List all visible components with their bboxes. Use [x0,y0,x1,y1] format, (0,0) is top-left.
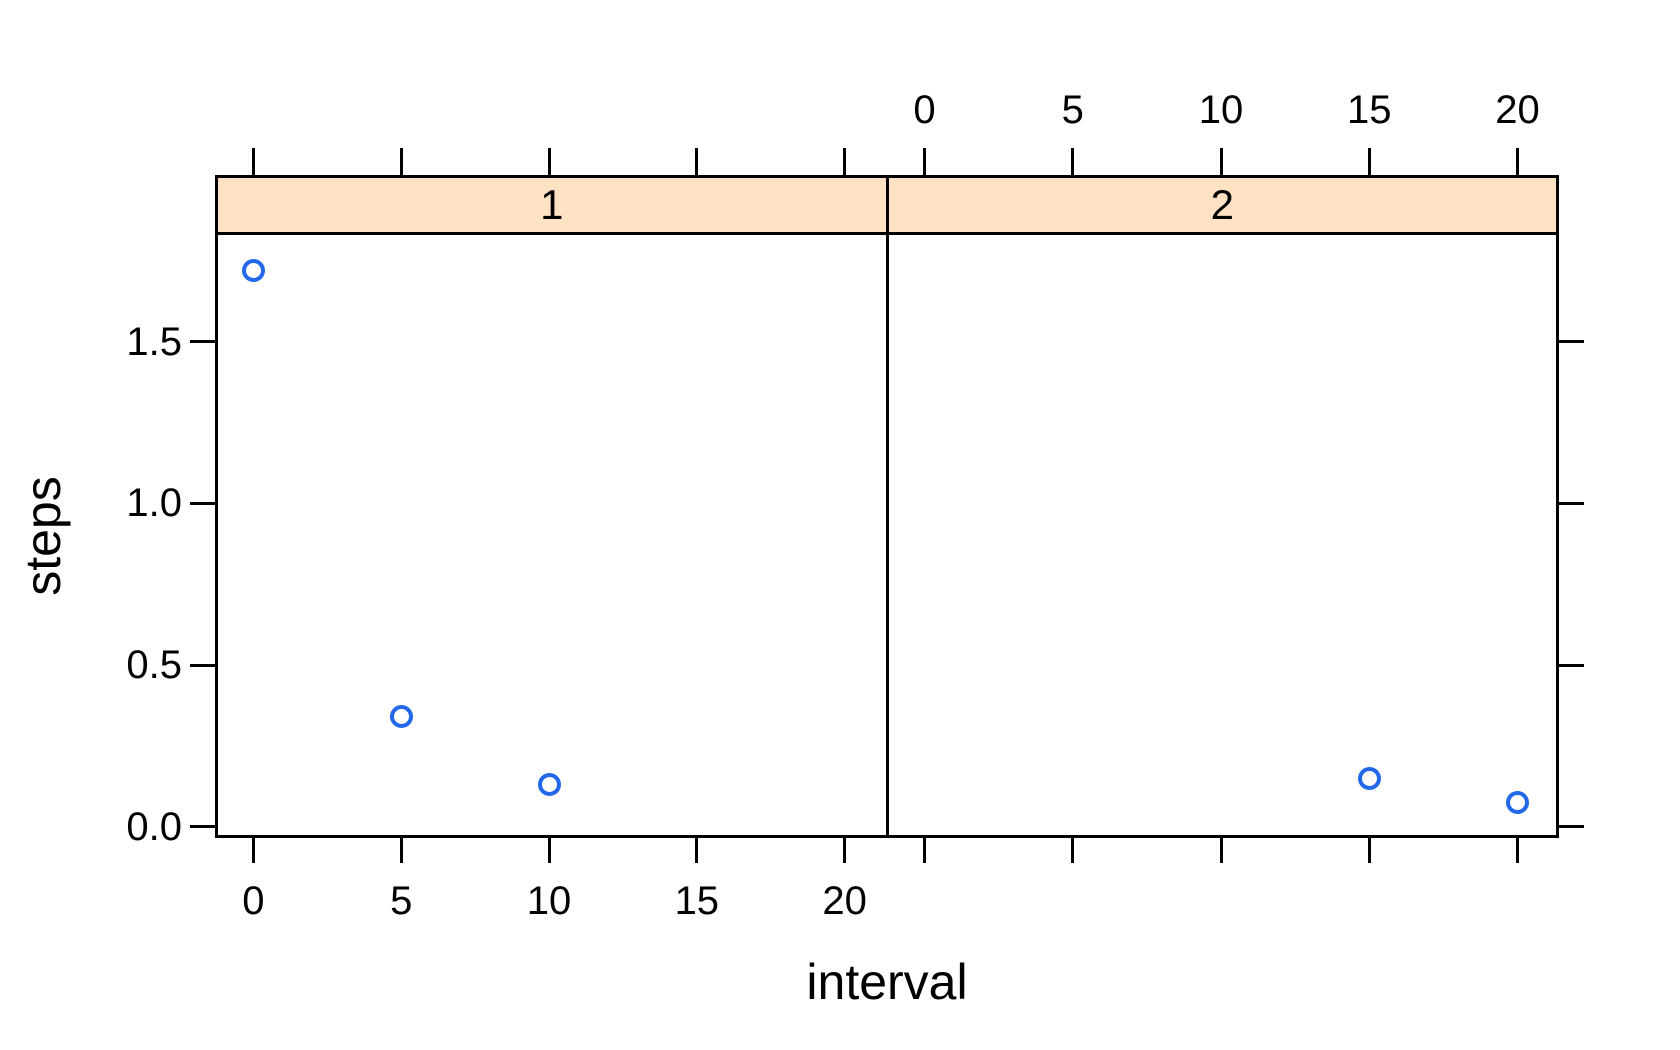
y-tick-left [190,663,215,667]
x-tick-label-bottom: 10 [526,879,572,923]
data-point [1505,790,1529,814]
data-point [389,705,413,729]
x-tick-top [1219,148,1223,175]
x-tick-bottom [547,838,551,863]
x-tick-top [1515,148,1519,175]
x-tick-top [1367,148,1371,175]
x-tick-top [547,148,551,175]
x-tick-label-top: 5 [1061,88,1084,132]
y-tick-right [1559,663,1584,667]
x-tick-label-top: 15 [1347,88,1392,132]
x-tick-top [251,148,255,175]
x-tick-bottom [1071,838,1075,863]
y-tick-right [1559,825,1584,829]
x-tick-label-bottom: 15 [674,879,720,923]
strip-panel-2: 2 [885,178,1556,232]
data-point [241,259,265,283]
strip-panel-1: 1 [218,178,886,232]
data-point [537,773,561,797]
x-tick-bottom [695,838,699,863]
strip-panel-1-label: 1 [540,181,564,228]
x-tick-label-bottom: 20 [822,879,867,923]
y-tick-label: 0.0 [126,804,182,849]
x-tick-bottom [1367,838,1371,863]
x-tick-top [923,148,927,175]
x-tick-label-top: 10 [1198,88,1244,132]
x-tick-top [695,148,699,175]
x-tick-bottom [1515,838,1519,863]
x-tick-label-bottom: 5 [390,879,413,923]
x-tick-bottom [251,838,255,863]
x-tick-bottom [1219,838,1223,863]
x-tick-top [399,148,403,175]
y-tick-left [190,501,215,505]
x-axis-label: interval [806,954,968,1010]
x-tick-label-top: 20 [1495,88,1540,132]
x-tick-label-top: 0 [913,88,936,132]
x-tick-bottom [923,838,927,863]
strip-panel-2-label: 2 [1210,181,1234,228]
x-tick-top [1071,148,1075,175]
y-tick-label: 1.5 [126,319,182,364]
x-tick-bottom [399,838,403,863]
x-tick-bottom [843,838,847,863]
x-tick-label-bottom: 0 [242,879,265,923]
y-tick-left [190,825,215,829]
y-tick-right [1559,501,1584,505]
y-axis-label: steps [15,476,71,596]
y-tick-label: 1.0 [126,481,182,526]
y-tick-left [190,340,215,344]
strip-row: 1 2 [215,175,1559,235]
x-tick-top [843,148,847,175]
panel-2 [885,235,1557,835]
data-point [1357,766,1381,790]
y-tick-right [1559,340,1584,344]
y-tick-label: 0.5 [126,643,182,688]
panel-row [215,235,1559,838]
panel-1 [218,235,886,835]
